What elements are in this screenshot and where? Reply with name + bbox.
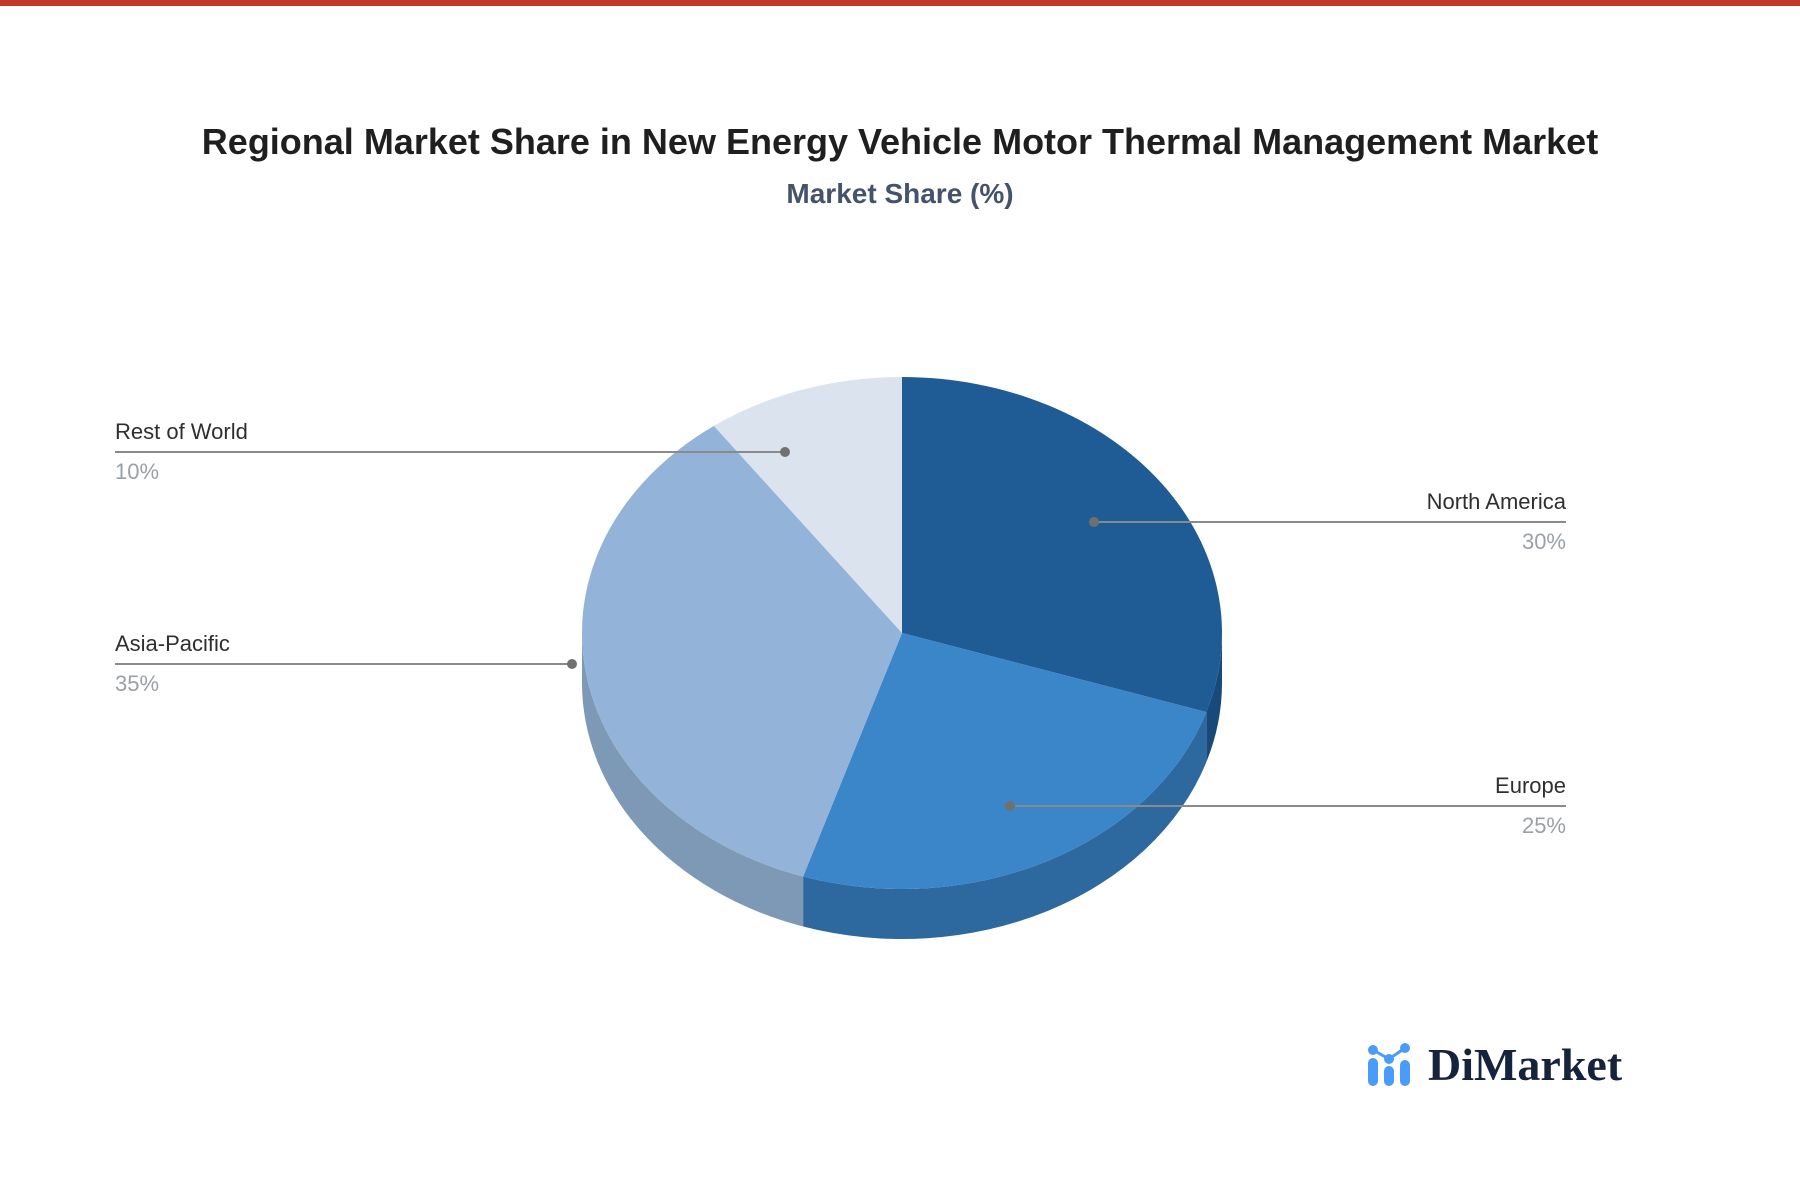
pie-slice-side-asia-pacific — [582, 633, 804, 927]
chart-subtitle: Market Share (%) — [786, 178, 1014, 209]
slice-label-rest-of-world: Rest of World — [115, 419, 248, 444]
brand-logo: DiMarket — [1366, 1040, 1622, 1090]
slice-percentage-north-america: 30% — [1521, 529, 1566, 554]
slice-percentage-asia-pacific: 35% — [115, 671, 160, 696]
leader-dot-rest-of-world — [780, 447, 790, 457]
top-accent-bar — [0, 0, 1800, 6]
pie-slice-rest-of-world[interactable] — [713, 377, 902, 633]
pie-slice-north-america[interactable] — [902, 377, 1222, 713]
leader-dot-north-america — [1089, 517, 1099, 527]
pie-slice-side-north-america — [1206, 633, 1222, 763]
pie-slice-side-europe — [803, 712, 1207, 939]
pie-slice-europe[interactable] — [803, 633, 1207, 889]
leader-dot-europe — [1005, 801, 1015, 811]
chart-title: Regional Market Share in New Energy Vehi… — [201, 121, 1599, 162]
slice-label-asia-pacific: Asia-Pacific — [115, 631, 230, 656]
slice-label-north-america: North America — [1426, 489, 1566, 514]
slice-percentage-europe: 25% — [1521, 813, 1566, 838]
slice-label-europe: Europe — [1495, 773, 1566, 798]
bar-chart-trend-icon — [1368, 1043, 1410, 1086]
slice-percentage-rest-of-world: 10% — [115, 459, 160, 484]
leader-dot-asia-pacific — [567, 659, 577, 669]
brand-name: DiMarket — [1428, 1039, 1623, 1090]
pie-slice-asia-pacific[interactable] — [582, 425, 902, 877]
